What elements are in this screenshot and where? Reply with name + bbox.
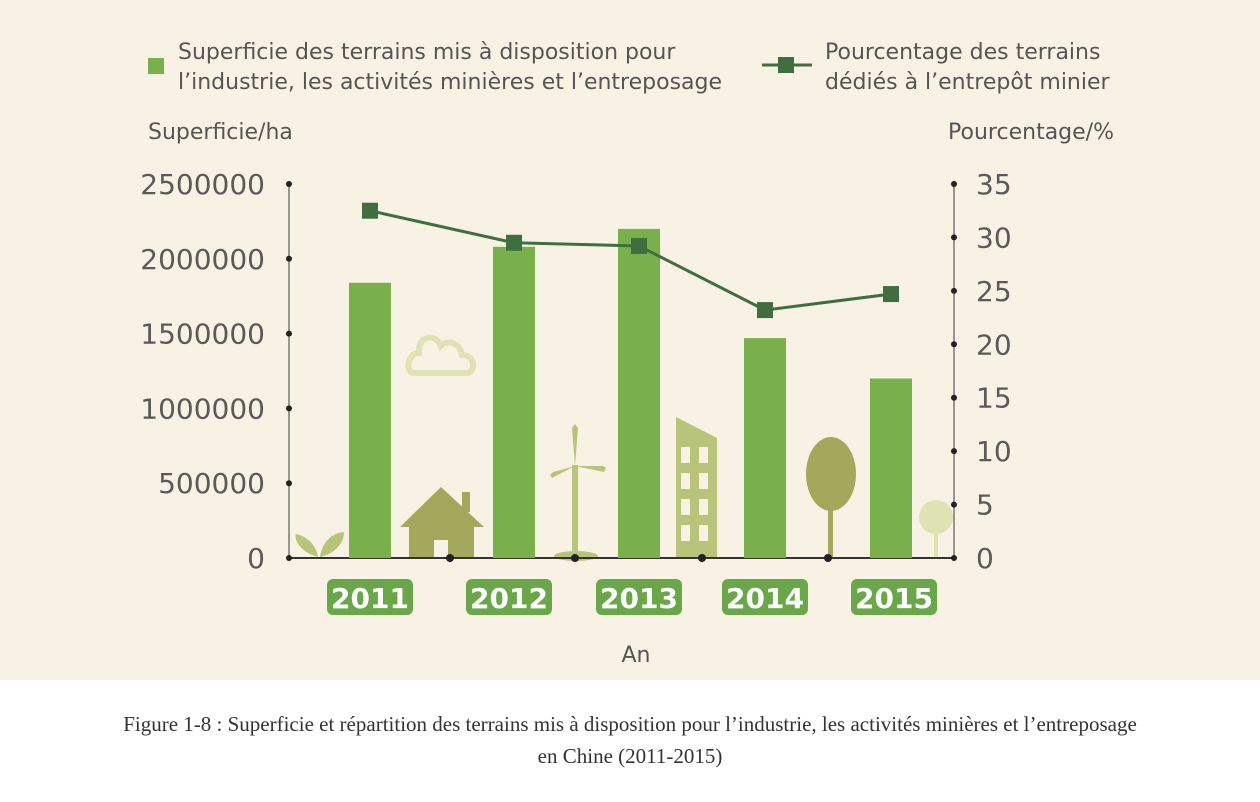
legend-bar-label-line1: Superficie des terrains mis à dispositio… [178,40,676,65]
y-right-axis-title: Pourcentage/% [948,120,1114,145]
y-left-tick-dot [286,480,292,487]
line-series [362,202,899,319]
y-left-tick-dot [286,255,292,262]
x-tick-label-2014: 2014 [726,582,804,615]
y-right-tick-label: 5 [976,489,994,522]
y-right-ticks: 0 5 10 15 20 25 30 35 [951,168,1012,575]
y-left-tick-dot [286,555,292,561]
y-right-tick-dot [951,394,957,401]
tree-icon [806,437,856,558]
bar-2015 [870,378,912,558]
wind-turbine-icon [550,424,606,561]
y-left-tick-label: 1000000 [140,392,265,425]
y-left-axis-title: Superficie/ha [148,120,293,145]
caption-line-1: Figure 1-8 : Superficie et répartition d… [123,712,1137,736]
small-tree-icon [919,500,953,558]
x-axis-dots [446,554,832,562]
x-tick-label-2011: 2011 [331,582,409,615]
y-right-tick-label: 15 [976,382,1012,415]
percentage-point-2013 [631,237,647,254]
y-left-tick-label: 1500000 [140,318,265,351]
y-right-tick-label: 10 [976,435,1012,468]
y-right-tick-label: 25 [976,275,1012,308]
bar-2013 [618,228,660,558]
legend-line-label-line2: dédiés à l’entrepôt minier [825,70,1111,95]
percentage-point-2011 [362,202,378,219]
chart-panel: Superficie des terrains mis à dispositio… [0,0,1260,680]
bar-2014 [744,338,786,558]
x-axis-dot [824,554,832,562]
x-tick-labels: 2011 2012 2013 2014 2015 [327,579,937,615]
x-axis-title: An [622,643,651,668]
leaf-sprout-icon [295,532,344,557]
x-axis-dot [571,554,579,562]
y-right-tick-dot [951,287,957,294]
y-left-tick-label: 500000 [158,467,265,500]
building-icon [676,417,717,558]
figure-caption: Figure 1-8 : Superficie et répartition d… [0,708,1260,772]
percentage-point-2012 [506,234,522,251]
y-left-tick-dot [286,405,292,412]
cloud-icon [405,334,476,376]
caption-line-2: en Chine (2011-2015) [537,744,723,768]
y-right-tick-label: 35 [976,168,1012,201]
x-axis-dot [446,554,454,562]
legend-bar-swatch [148,58,164,74]
x-tick-label-2012: 2012 [470,582,548,615]
legend-line-label-line1: Pourcentage des terrains [825,40,1100,65]
y-right-tick-dot [951,341,957,348]
x-tick-label-2015: 2015 [855,582,933,615]
y-left-tick-label: 2000000 [140,243,265,276]
bar-2011 [349,282,391,558]
percentage-point-2015 [883,286,899,303]
legend: Superficie des terrains mis à dispositio… [148,40,1111,95]
year-badge-2012 [466,579,552,615]
bar-2012 [493,246,535,558]
bar-series [349,228,912,558]
y-right-tick-dot [951,501,957,508]
year-badge-2014 [722,579,808,615]
year-badge-2015 [851,579,937,615]
y-left-tick-dot [286,330,292,337]
year-badge-2013 [596,579,682,615]
legend-line-marker [778,57,794,73]
y-right-tick-dot [951,448,957,455]
y-right-tick-dot [951,181,957,187]
y-right-tick-label: 0 [976,542,994,575]
percentage-point-2014 [757,302,773,319]
y-right-tick-dot [951,555,957,561]
y-left-tick-dot [286,181,292,187]
chart-svg: Superficie des terrains mis à dispositio… [140,40,1114,668]
y-right-tick-label: 30 [976,221,1012,254]
y-left-tick-label: 2500000 [140,168,265,201]
x-tick-label-2013: 2013 [600,582,678,615]
y-right-tick-dot [951,234,957,241]
house-icon [400,487,484,558]
x-axis-dot [698,554,706,562]
y-left-ticks: 0 500000 1000000 1500000 2000000 2500000 [140,168,292,575]
legend-bar-label-line2: l’industrie, les activités minières et l… [178,70,722,95]
year-badge-2011 [327,579,413,615]
y-right-tick-label: 20 [976,328,1012,361]
y-left-tick-label: 0 [247,542,265,575]
